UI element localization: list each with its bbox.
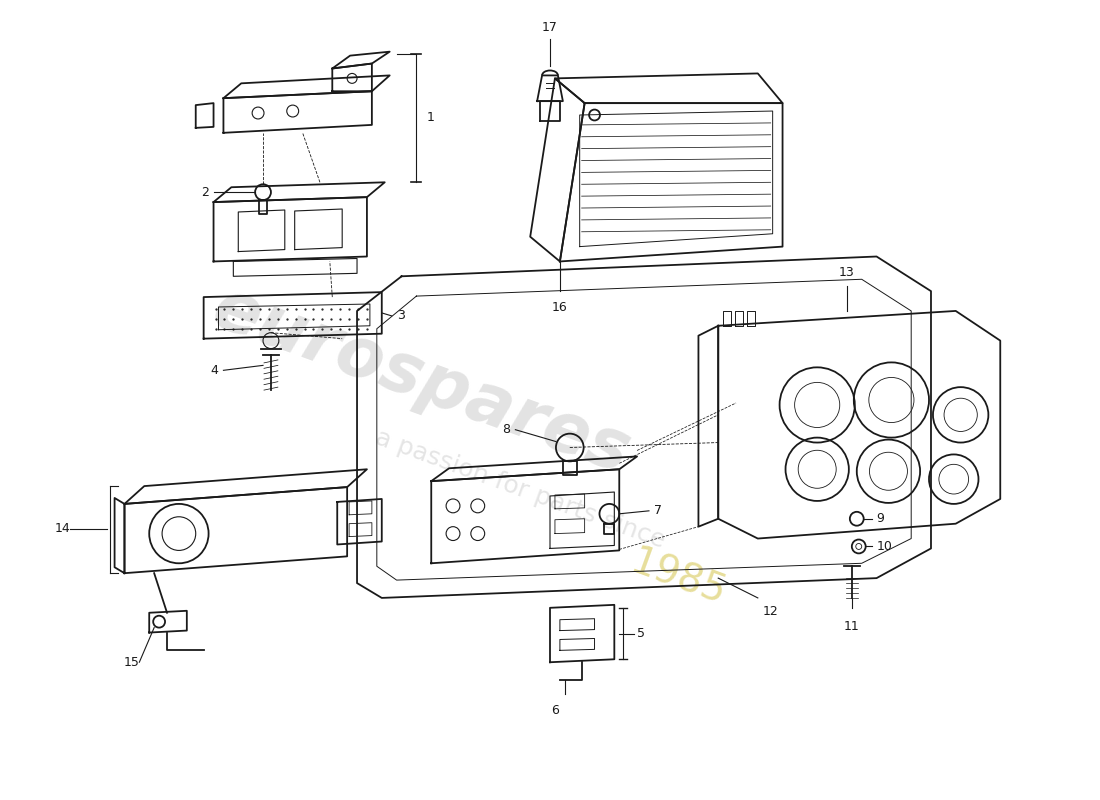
Text: 7: 7 xyxy=(653,504,662,518)
Text: 6: 6 xyxy=(551,704,559,717)
Text: 13: 13 xyxy=(839,266,855,279)
Text: 15: 15 xyxy=(123,656,140,669)
Text: 2: 2 xyxy=(200,186,209,198)
Text: 11: 11 xyxy=(844,620,860,633)
Text: 4: 4 xyxy=(210,364,219,377)
Text: 16: 16 xyxy=(552,301,568,314)
Text: 1: 1 xyxy=(427,111,434,125)
Text: 17: 17 xyxy=(542,21,558,34)
Text: 1985: 1985 xyxy=(626,543,732,613)
Text: 14: 14 xyxy=(54,522,70,535)
Text: a passion for parts since: a passion for parts since xyxy=(372,426,669,553)
Text: 3: 3 xyxy=(397,310,405,322)
Text: 10: 10 xyxy=(877,540,892,553)
Text: 9: 9 xyxy=(877,512,884,526)
Text: 12: 12 xyxy=(762,605,779,618)
Text: eurospares: eurospares xyxy=(204,274,639,487)
Text: 8: 8 xyxy=(503,423,510,436)
Text: 5: 5 xyxy=(637,627,645,640)
